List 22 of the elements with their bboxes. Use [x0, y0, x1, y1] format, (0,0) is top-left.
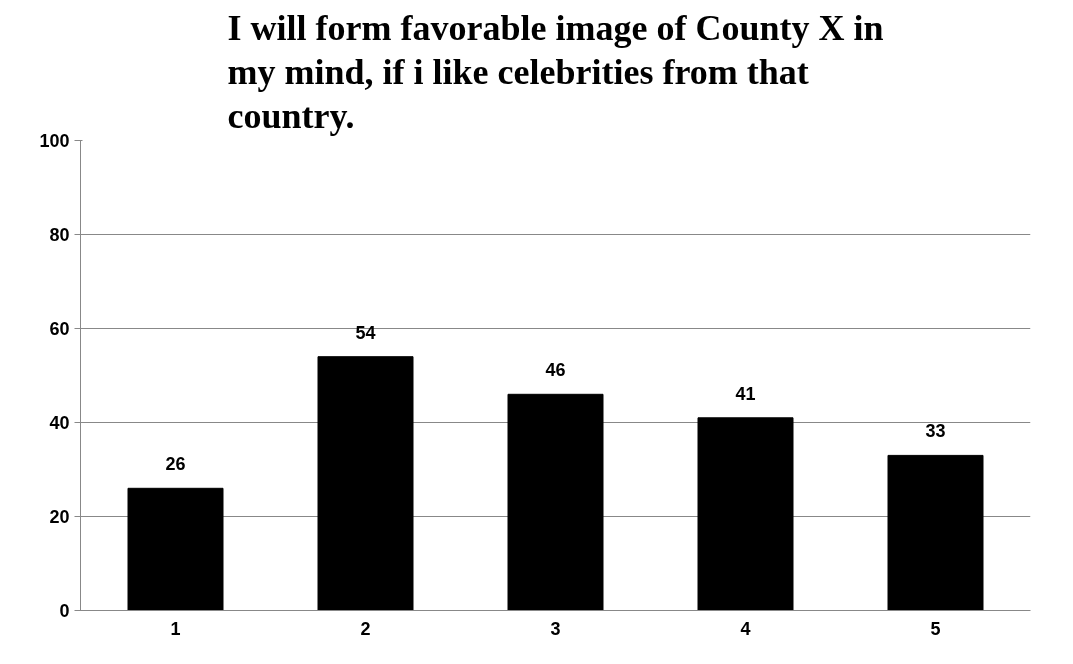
y-tick-label: 20: [49, 507, 70, 527]
bar: [697, 417, 794, 611]
bar: [317, 356, 414, 611]
bar: [887, 454, 984, 611]
x-tick-label: 4: [740, 618, 751, 639]
x-tick-label: 1: [170, 618, 181, 639]
y-tick-label: 100: [39, 131, 70, 151]
chart-title: I will form favorable image of County X in my mind, if i like celebrities from that country.: [227, 7, 884, 136]
y-tick-label: 0: [59, 601, 70, 621]
bar: [127, 487, 224, 611]
data-label: 46: [545, 360, 566, 381]
y-tick-label: 80: [49, 225, 70, 245]
data-label: 41: [735, 383, 756, 404]
y-tick-label: 40: [49, 413, 70, 433]
y-tick-label: 60: [49, 319, 70, 339]
bar: [507, 393, 604, 611]
data-label: 26: [165, 454, 186, 475]
x-tick-label: 2: [360, 618, 371, 639]
x-tick-label: 5: [930, 618, 941, 639]
data-label: 54: [355, 322, 376, 343]
x-tick-label: 3: [550, 618, 561, 639]
data-label: 33: [925, 421, 946, 442]
